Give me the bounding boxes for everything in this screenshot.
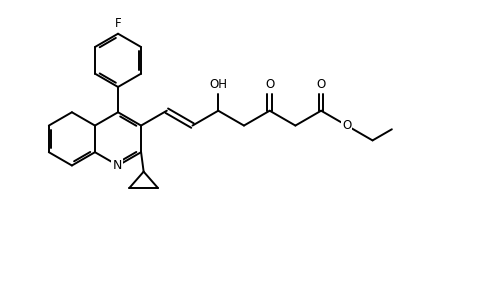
Text: OH: OH bbox=[209, 78, 227, 91]
Text: O: O bbox=[342, 119, 351, 132]
Text: O: O bbox=[265, 78, 275, 91]
Text: F: F bbox=[115, 17, 122, 30]
Text: O: O bbox=[316, 78, 326, 91]
Text: N: N bbox=[112, 159, 122, 172]
